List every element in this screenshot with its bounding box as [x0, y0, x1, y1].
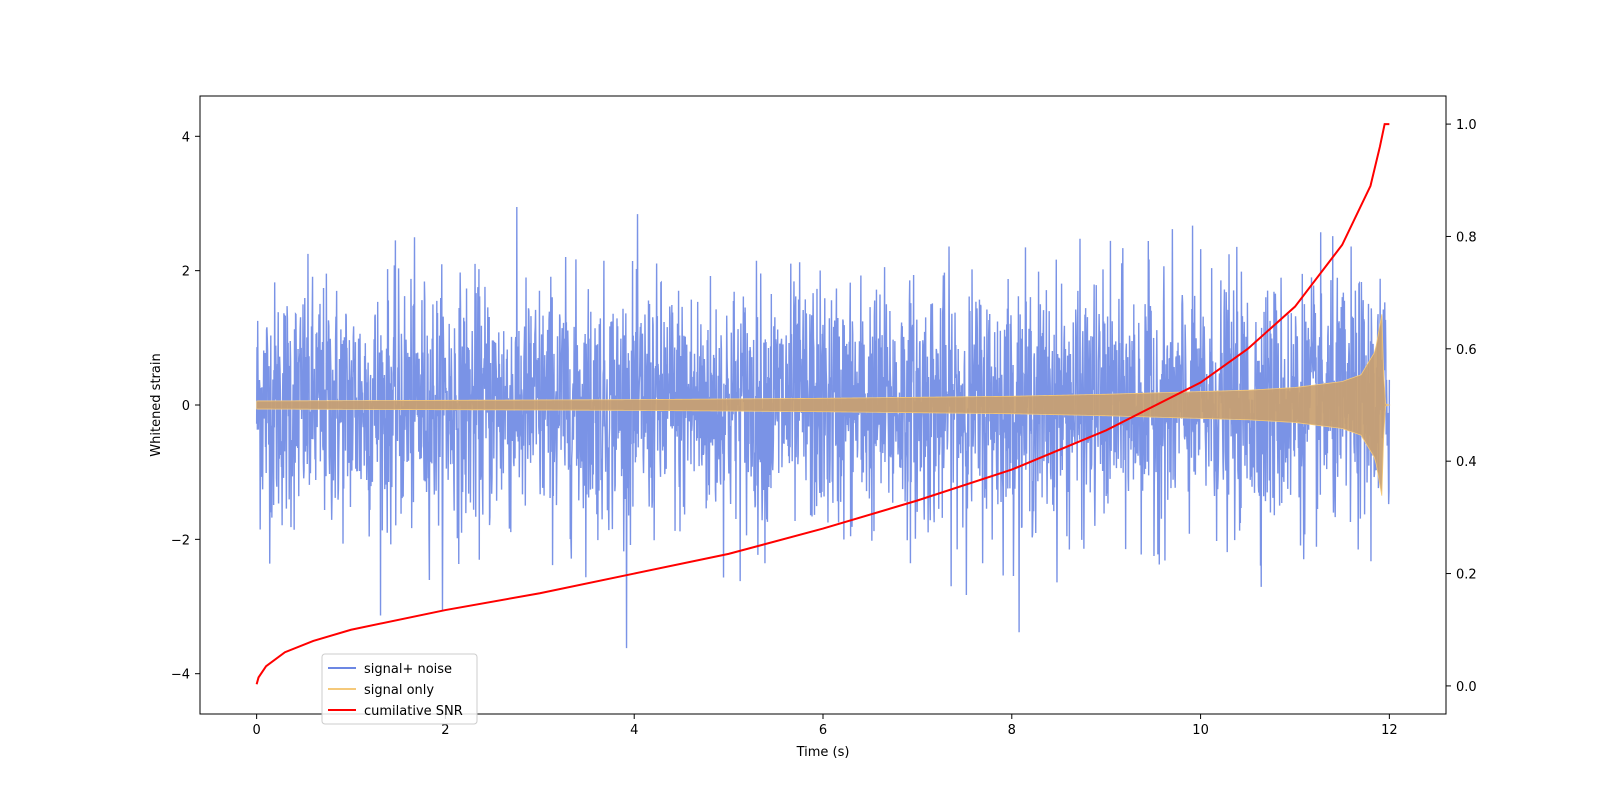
legend-label: cumilative SNR: [364, 704, 463, 719]
y2-tick-label: 0.0: [1456, 680, 1477, 695]
legend-box: [321, 653, 478, 725]
legend: signal+ noise signal only cumilative SNR: [321, 653, 478, 725]
x-tick-label: 12: [1381, 723, 1398, 738]
legend-label: signal+ noise: [364, 662, 452, 677]
x-tick-label: 8: [1008, 723, 1016, 738]
y2-tick-label: 0.8: [1456, 230, 1477, 245]
y-tick-label: 4: [182, 130, 190, 145]
x-tick-label: 10: [1192, 723, 1209, 738]
y2-tick-label: 1.0: [1456, 118, 1477, 133]
x-axis-label: Time (s): [796, 745, 850, 760]
y-tick-label: 2: [182, 265, 190, 280]
y2-tick-label: 0.2: [1456, 568, 1477, 583]
y-axis-label: Whitened strain: [149, 353, 164, 456]
legend-label: signal only: [364, 683, 434, 698]
y-tick-label: 0: [182, 399, 190, 414]
series-signal-only: [256, 314, 1391, 496]
x-tick-label: 4: [630, 723, 638, 738]
y-tick-label: −4: [171, 668, 190, 683]
series-cumulative-snr: [255, 123, 1390, 685]
y2-tick-label: 0.6: [1456, 343, 1477, 358]
x-tick-label: 2: [441, 723, 449, 738]
x-tick-label: 0: [252, 723, 260, 738]
x-tick-label: 6: [819, 723, 827, 738]
y2-tick-label: 0.4: [1456, 455, 1477, 470]
y-tick-label: −2: [171, 533, 190, 548]
series-signal-noise: [255, 206, 1391, 649]
